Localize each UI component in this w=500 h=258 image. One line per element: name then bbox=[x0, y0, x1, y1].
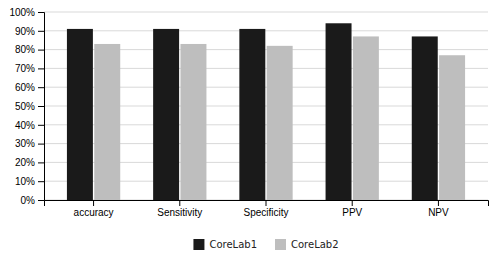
y-tick-mark bbox=[38, 125, 44, 126]
legend-label: CoreLab1 bbox=[209, 239, 257, 250]
x-tick-label: Specificity bbox=[243, 207, 288, 218]
y-tick-mark bbox=[38, 68, 44, 69]
y-tick-mark bbox=[38, 162, 44, 163]
y-tick-label: 40% bbox=[15, 120, 35, 131]
x-tick: Specificity bbox=[243, 200, 288, 218]
x-tick-mark bbox=[179, 200, 180, 206]
bar bbox=[153, 29, 179, 200]
bar bbox=[239, 29, 265, 200]
grid-line bbox=[44, 30, 488, 31]
x-axis-line bbox=[45, 201, 489, 207]
legend-swatch bbox=[193, 239, 204, 250]
y-tick-mark bbox=[38, 87, 44, 88]
legend-item: CoreLab2 bbox=[275, 239, 339, 250]
y-axis: 0% 10% 20% 30% 40% 50% 60% 70% 80% 90% 100% bbox=[9, 7, 44, 206]
y-tick-label: 70% bbox=[15, 63, 35, 74]
x-axis: accuracy Sensitivity Specificity PPV NPV bbox=[45, 200, 489, 218]
x-tick-label: PPV bbox=[342, 207, 362, 218]
x-tick: NPV bbox=[428, 200, 449, 218]
x-tick: Sensitivity bbox=[157, 200, 202, 218]
bars bbox=[67, 23, 465, 200]
bar bbox=[439, 55, 465, 200]
y-tick: 50% bbox=[15, 101, 44, 112]
bar-series bbox=[94, 36, 465, 200]
x-tick-label: accuracy bbox=[74, 207, 114, 218]
y-tick: 90% bbox=[15, 26, 44, 37]
y-tick-mark bbox=[38, 200, 44, 201]
x-tick: PPV bbox=[342, 200, 362, 218]
y-tick: 70% bbox=[15, 63, 44, 74]
grid bbox=[44, 12, 488, 200]
legend-swatch bbox=[275, 239, 286, 250]
bar bbox=[326, 23, 352, 200]
y-tick: 60% bbox=[15, 82, 44, 93]
bar bbox=[67, 29, 93, 200]
y-tick-mark bbox=[38, 50, 44, 51]
y-tick-mark bbox=[38, 12, 44, 13]
y-tick-label: 60% bbox=[15, 82, 35, 93]
y-tick-mark bbox=[38, 144, 44, 145]
y-tick: 30% bbox=[15, 138, 44, 149]
y-tick: 0% bbox=[21, 195, 44, 206]
y-tick-label: 10% bbox=[15, 176, 35, 187]
grid-line bbox=[44, 12, 488, 13]
legend-label: CoreLab2 bbox=[291, 239, 339, 250]
y-tick-label: 0% bbox=[21, 195, 36, 206]
y-tick: 40% bbox=[15, 120, 44, 131]
y-tick-label: 30% bbox=[15, 138, 35, 149]
bar bbox=[353, 36, 379, 200]
y-tick: 80% bbox=[15, 44, 44, 55]
y-tick-label: 50% bbox=[15, 101, 35, 112]
y-tick-label: 100% bbox=[9, 7, 35, 18]
y-axis-line bbox=[38, 13, 45, 201]
y-tick-label: 90% bbox=[15, 26, 35, 37]
y-tick: 10% bbox=[15, 176, 44, 187]
bar bbox=[267, 46, 293, 200]
plot: 0% 10% 20% 30% 40% 50% 60% 70% 80% 90% 100% accurac… bbox=[9, 7, 488, 218]
chart: 0% 10% 20% 30% 40% 50% 60% 70% 80% 90% 100% accurac… bbox=[0, 0, 500, 258]
y-tick-mark bbox=[38, 31, 44, 32]
y-tick-label: 80% bbox=[15, 44, 35, 55]
y-tick: 20% bbox=[15, 157, 44, 168]
legend-item: CoreLab1 bbox=[193, 239, 257, 250]
x-tick: accuracy bbox=[74, 200, 114, 218]
x-tick-mark bbox=[93, 200, 94, 206]
x-tick-mark bbox=[352, 200, 353, 206]
y-tick-mark bbox=[38, 181, 44, 182]
bar bbox=[94, 44, 120, 200]
y-tick: 100% bbox=[9, 7, 44, 18]
y-tick-mark bbox=[38, 106, 44, 107]
bar-series bbox=[67, 23, 438, 200]
y-tick-label: 20% bbox=[15, 157, 35, 168]
x-tick-label: Sensitivity bbox=[157, 207, 202, 218]
x-tick-mark bbox=[266, 200, 267, 206]
bar bbox=[412, 36, 438, 200]
x-tick-mark bbox=[438, 200, 439, 206]
bar bbox=[180, 44, 206, 200]
x-tick-label: NPV bbox=[428, 207, 449, 218]
legend: CoreLab1 CoreLab2 bbox=[193, 239, 338, 250]
